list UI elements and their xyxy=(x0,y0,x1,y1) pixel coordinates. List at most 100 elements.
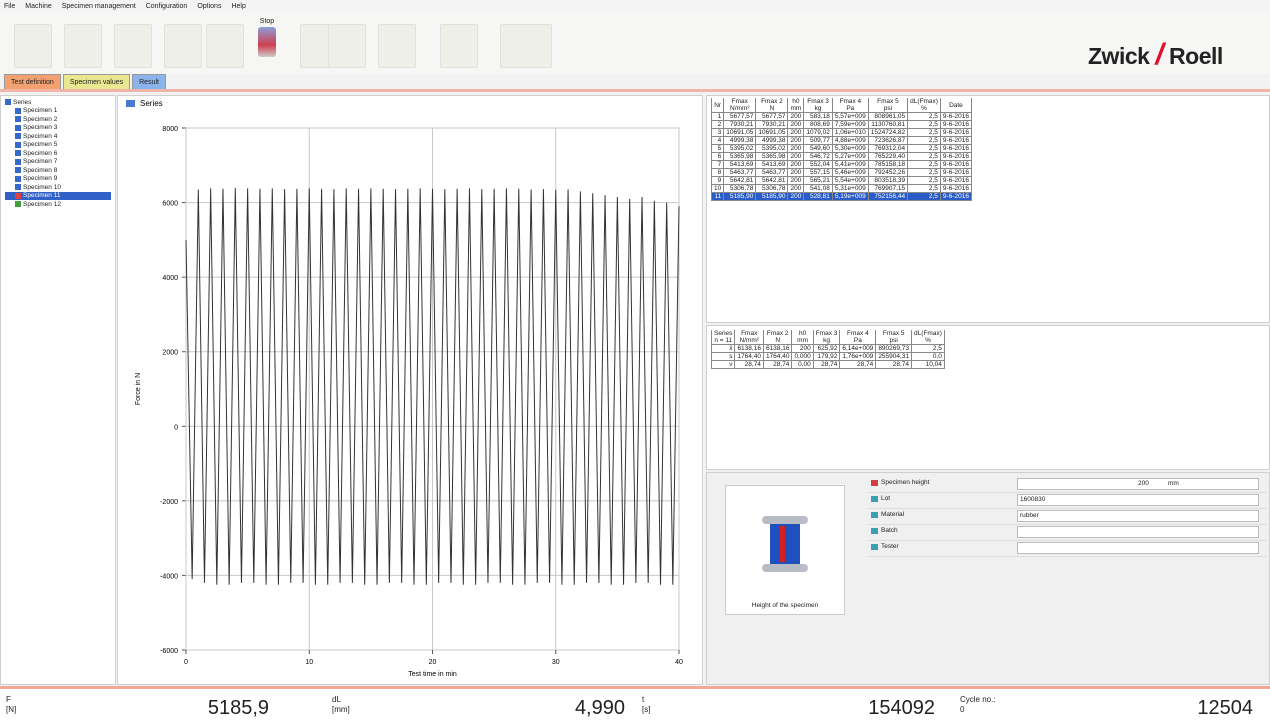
header-text: Date xyxy=(949,102,963,109)
parameter-field[interactable] xyxy=(1017,542,1259,554)
table-cell: 8 xyxy=(712,169,724,177)
toolbar-button[interactable] xyxy=(500,24,552,68)
stop-button[interactable]: Stop xyxy=(254,18,280,57)
toolbar-button[interactable] xyxy=(440,24,478,68)
toolbar-button[interactable] xyxy=(378,24,416,68)
statistics-table: Seriesn = 11FmaxN/mm²Fmax 2Nh0mmFmax 3kg… xyxy=(711,330,945,369)
column-header: FmaxN/mm² xyxy=(735,330,764,345)
table-cell: 2,5 xyxy=(908,129,941,137)
table-cell: 808,69 xyxy=(804,121,833,129)
header-text: Fmax 2 xyxy=(767,330,789,337)
platen xyxy=(762,564,808,572)
table-cell: 5642,81 xyxy=(756,177,788,185)
tree-item[interactable]: Specimen 6 xyxy=(5,149,111,158)
table-cell: 10,04 xyxy=(912,361,945,369)
table-cell: 5,41e+009 xyxy=(832,161,868,169)
table-cell: 11 xyxy=(712,193,724,201)
readout-label: F[N] xyxy=(6,695,16,715)
header-text: mm xyxy=(790,105,801,112)
tree-item[interactable]: Specimen 5 xyxy=(5,141,111,150)
menu-item[interactable]: Options xyxy=(197,3,221,10)
tree-item[interactable]: Specimen 9 xyxy=(5,175,111,184)
header-text: Pa xyxy=(854,337,862,344)
table-cell: 546,72 xyxy=(804,153,833,161)
tree-item[interactable]: Specimen 12 xyxy=(5,200,111,209)
parameter-field[interactable]: 1600830 xyxy=(1017,494,1259,506)
menu-item[interactable]: File xyxy=(4,3,15,10)
readout-unit: 0 xyxy=(960,705,996,715)
toolbar-button[interactable] xyxy=(164,24,202,68)
toolbar-button[interactable] xyxy=(14,24,52,68)
table-cell: 200 xyxy=(788,145,804,153)
menu-item[interactable]: Help xyxy=(231,3,245,10)
column-header: Fmax 3kg xyxy=(804,98,833,113)
menu-item[interactable]: Specimen management xyxy=(62,3,136,10)
tab[interactable]: Result xyxy=(132,74,166,89)
table-cell: ν xyxy=(712,361,735,369)
toolbar-button[interactable] xyxy=(64,24,102,68)
table-cell: 769312,04 xyxy=(868,145,907,153)
x-tick-label: 30 xyxy=(552,659,560,666)
y-tick-label: 2000 xyxy=(162,350,178,357)
table-cell: 2,5 xyxy=(908,177,941,185)
table-cell: 4 xyxy=(712,137,724,145)
header-text: dL(Fmax) xyxy=(914,330,942,337)
table-cell: 2,5 xyxy=(912,345,945,353)
table-cell: 1,76e+009 xyxy=(840,353,876,361)
tab[interactable]: Test definition xyxy=(4,74,61,89)
tree-item[interactable]: Specimen 2 xyxy=(5,115,111,124)
tab[interactable]: Specimen values xyxy=(63,74,130,89)
tree-item[interactable]: Series xyxy=(5,98,111,107)
tree-item[interactable]: Specimen 7 xyxy=(5,158,111,167)
table-cell: 5413,69 xyxy=(724,161,756,169)
table-cell: 5365,98 xyxy=(724,153,756,161)
tree-item[interactable]: Specimen 10 xyxy=(5,183,111,192)
table-cell: 5677,57 xyxy=(724,113,756,121)
tree-item[interactable]: Specimen 8 xyxy=(5,166,111,175)
menu-item[interactable]: Configuration xyxy=(146,3,188,10)
tree-label: Series xyxy=(13,99,31,106)
menu-item[interactable]: Machine xyxy=(25,3,51,10)
tree-label: Specimen 3 xyxy=(23,124,57,131)
table-cell: 583,18 xyxy=(804,113,833,121)
toolbar-button[interactable] xyxy=(328,24,366,68)
tree-item[interactable]: Specimen 4 xyxy=(5,132,111,141)
table-cell: 5306,78 xyxy=(756,185,788,193)
table-cell: 28,74 xyxy=(763,361,792,369)
tree-item[interactable]: Specimen 1 xyxy=(5,107,111,116)
parameter-field[interactable] xyxy=(1017,526,1259,538)
table-cell: 1130760,81 xyxy=(868,121,907,129)
specimen-image: Height of the specimen xyxy=(725,485,845,615)
table-cell: 5,46e+009 xyxy=(832,169,868,177)
table-cell: 803518,39 xyxy=(868,177,907,185)
header-text: Fmax xyxy=(741,330,757,337)
header-text: Fmax 4 xyxy=(839,98,861,105)
tree-icon xyxy=(15,184,21,190)
toolbar-button[interactable] xyxy=(206,24,244,68)
parameter-field[interactable]: rubber xyxy=(1017,510,1259,522)
toolbar-button[interactable] xyxy=(114,24,152,68)
tree-icon xyxy=(15,108,21,114)
table-cell: 3 xyxy=(712,129,724,137)
header-text: % xyxy=(925,337,931,344)
tree-item[interactable]: Specimen 3 xyxy=(5,124,111,133)
tree-item[interactable]: Specimen 11 xyxy=(5,192,111,201)
parameter-icon xyxy=(871,528,878,534)
column-header: Fmax 4Pa xyxy=(840,330,876,345)
